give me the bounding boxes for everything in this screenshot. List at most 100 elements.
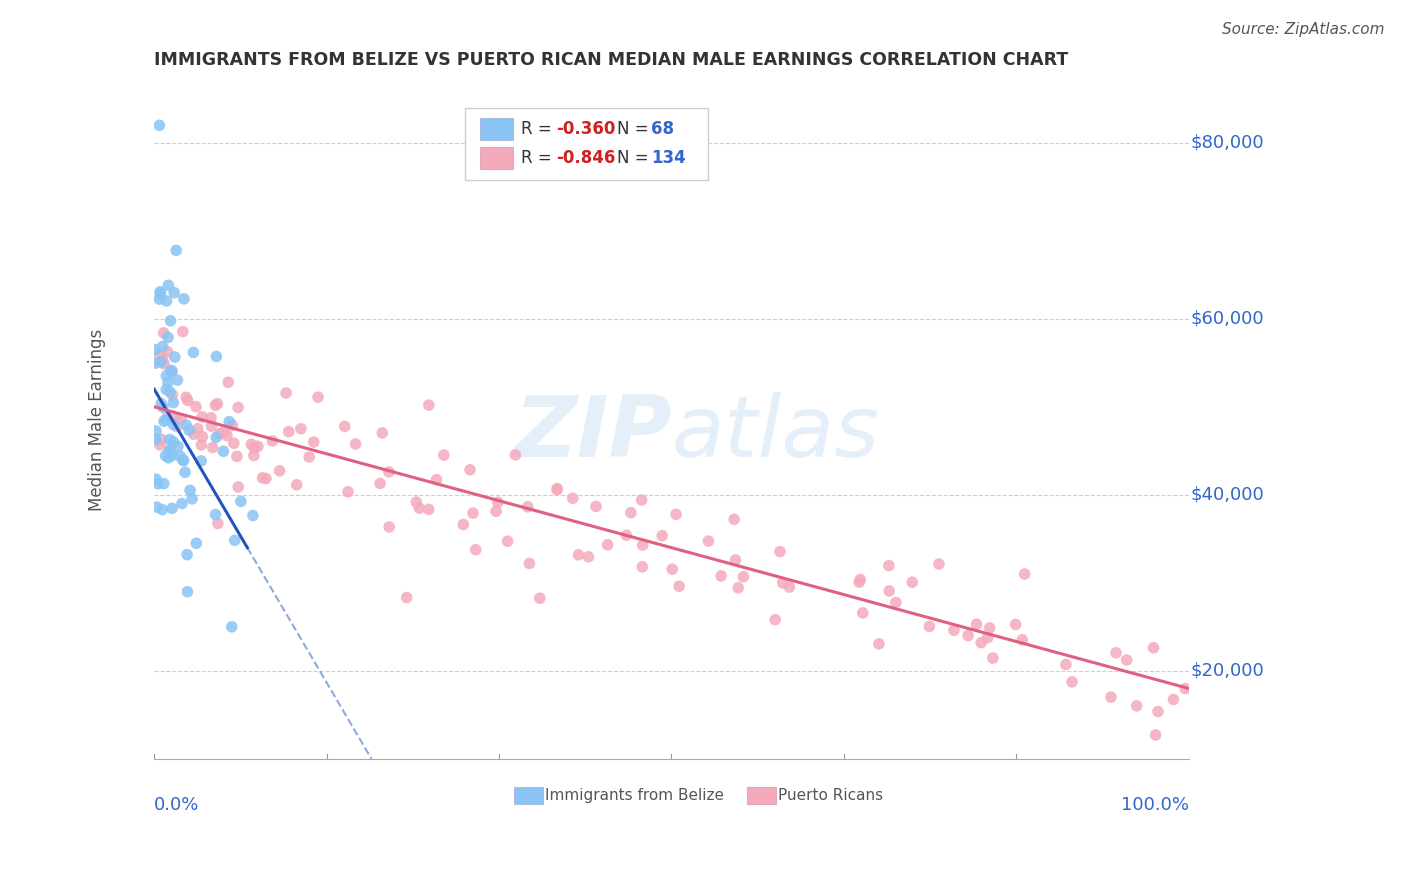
Point xyxy=(769,544,792,558)
FancyBboxPatch shape xyxy=(747,787,776,805)
FancyBboxPatch shape xyxy=(479,147,513,169)
Point xyxy=(165,412,187,426)
Point xyxy=(181,491,204,506)
Point xyxy=(204,508,226,522)
Point xyxy=(1147,705,1170,719)
Point xyxy=(852,606,875,620)
Point xyxy=(848,575,870,590)
Point xyxy=(174,465,197,479)
Point xyxy=(159,385,181,400)
Point xyxy=(221,418,243,433)
Point xyxy=(733,570,755,584)
Point xyxy=(1125,698,1147,713)
Point xyxy=(155,383,177,397)
Point xyxy=(464,542,486,557)
Point xyxy=(226,450,249,464)
Point xyxy=(966,617,988,632)
Point xyxy=(763,613,786,627)
Point xyxy=(162,434,184,449)
Text: 0.0%: 0.0% xyxy=(155,796,200,814)
Point xyxy=(172,325,194,339)
Point xyxy=(200,410,222,425)
Point xyxy=(901,575,924,590)
Point xyxy=(772,575,794,590)
Point xyxy=(160,449,183,463)
Point xyxy=(710,569,733,583)
Text: $60,000: $60,000 xyxy=(1191,310,1264,328)
Point xyxy=(928,557,950,571)
Point xyxy=(145,500,167,514)
Point xyxy=(212,425,235,439)
Point xyxy=(614,528,637,542)
Point xyxy=(661,562,683,576)
Point xyxy=(150,396,173,410)
Point xyxy=(160,364,183,378)
Point xyxy=(970,635,993,649)
Point xyxy=(976,631,998,645)
Point xyxy=(1004,617,1026,632)
Point xyxy=(723,512,745,526)
Point xyxy=(145,432,167,446)
Point xyxy=(159,314,181,328)
Point xyxy=(529,591,551,606)
Point xyxy=(215,428,238,442)
Point xyxy=(149,287,172,301)
Point xyxy=(979,621,1001,635)
Point xyxy=(262,434,284,448)
Point xyxy=(201,441,224,455)
Point xyxy=(190,454,212,468)
Point xyxy=(155,413,177,427)
Text: 100.0%: 100.0% xyxy=(1121,796,1188,814)
Point xyxy=(246,439,269,453)
Point xyxy=(1163,692,1185,706)
Point xyxy=(631,538,654,552)
Point xyxy=(218,415,240,429)
Point xyxy=(152,401,174,415)
Point xyxy=(159,433,181,447)
Point xyxy=(149,285,172,299)
Point xyxy=(156,410,179,425)
FancyBboxPatch shape xyxy=(479,118,513,140)
Point xyxy=(176,584,198,599)
Text: $40,000: $40,000 xyxy=(1191,486,1264,504)
Point xyxy=(149,438,172,452)
Point xyxy=(150,502,173,516)
Point xyxy=(516,500,538,514)
Point xyxy=(631,559,654,574)
Point xyxy=(205,350,228,364)
Point xyxy=(433,448,456,462)
Point xyxy=(155,368,177,383)
Point xyxy=(368,476,391,491)
Point xyxy=(172,452,194,467)
Point xyxy=(222,436,245,450)
Point xyxy=(496,534,519,549)
Point xyxy=(163,285,186,300)
Text: R =: R = xyxy=(522,149,557,167)
Point xyxy=(1099,690,1122,704)
Point xyxy=(485,504,508,518)
Point xyxy=(981,651,1004,665)
Point xyxy=(160,365,183,379)
Point xyxy=(167,439,190,453)
FancyBboxPatch shape xyxy=(515,787,543,805)
Point xyxy=(221,620,243,634)
Text: 134: 134 xyxy=(651,149,686,167)
Point xyxy=(252,471,274,485)
Point xyxy=(418,398,440,412)
Point xyxy=(243,449,266,463)
Point xyxy=(157,450,180,465)
Point xyxy=(204,398,226,412)
Point xyxy=(408,501,430,516)
Point xyxy=(546,482,568,496)
Point xyxy=(150,433,173,447)
Point xyxy=(290,422,312,436)
Point xyxy=(269,464,291,478)
Point xyxy=(578,549,600,564)
Point xyxy=(162,388,184,402)
Text: 68: 68 xyxy=(651,120,673,137)
Point xyxy=(156,293,179,308)
Text: -0.846: -0.846 xyxy=(557,149,616,167)
Point xyxy=(207,516,229,531)
Point xyxy=(157,444,180,458)
Point xyxy=(344,437,367,451)
